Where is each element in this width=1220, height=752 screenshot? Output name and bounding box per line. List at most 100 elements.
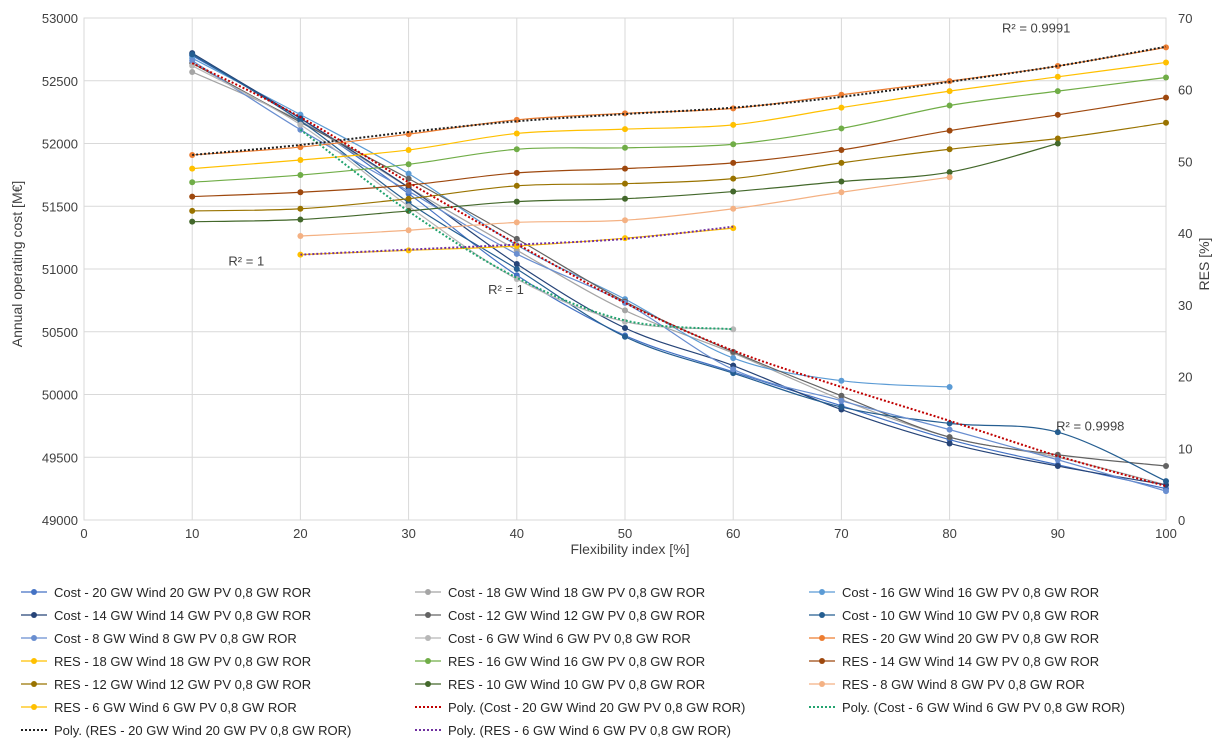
legend-item: Cost - 12 GW Wind 12 GW PV 0,8 GW ROR (414, 605, 705, 625)
data-point (946, 127, 953, 134)
data-point (1163, 119, 1169, 126)
data-point (622, 307, 628, 314)
series-line (192, 122, 1167, 212)
x-tick-label: 70 (834, 526, 848, 541)
data-point (946, 169, 953, 176)
series-4 (189, 60, 1169, 470)
data-point (1163, 59, 1169, 66)
legend-item: RES - 14 GW Wind 14 GW PV 0,8 GW ROR (808, 651, 1099, 671)
legend-key (21, 729, 47, 731)
series-line (191, 53, 1167, 482)
data-point (730, 188, 737, 195)
series-line (192, 97, 1167, 198)
data-point (513, 250, 520, 257)
series-1 (189, 68, 1169, 488)
legend-item: Poly. (Cost - 20 GW Wind 20 GW PV 0,8 GW… (414, 697, 745, 717)
legend-label: RES - 8 GW Wind 8 GW PV 0,8 GW ROR (842, 676, 1085, 692)
data-point (838, 159, 845, 166)
y-tick-label: 50000 (42, 388, 78, 403)
legend-label: Cost - 10 GW Wind 10 GW PV 0,8 GW ROR (842, 607, 1100, 623)
data-point (1054, 429, 1061, 436)
y-tick-label: 49000 (42, 513, 78, 528)
legend-item: RES - 8 GW Wind 8 GW PV 0,8 GW ROR (808, 674, 1085, 694)
series-5 (189, 51, 1169, 485)
data-point (405, 188, 412, 195)
legend-label: Cost - 18 GW Wind 18 GW PV 0,8 GW ROR (448, 584, 706, 600)
data-point (405, 161, 412, 168)
data-point (946, 146, 953, 153)
legend-label: Cost - 8 GW Wind 8 GW PV 0,8 GW ROR (54, 630, 297, 646)
data-point (513, 235, 520, 242)
x-tick-label: 50 (618, 526, 632, 541)
legend-key (21, 635, 47, 641)
legend-item: Cost - 18 GW Wind 18 GW PV 0,8 GW ROR (414, 582, 705, 602)
x-tick-label: 30 (401, 526, 415, 541)
x-tick-label: 100 (1155, 526, 1177, 541)
data-point (838, 392, 845, 399)
legend-label: Poly. (RES - 6 GW Wind 6 GW PV 0,8 GW RO… (448, 722, 731, 738)
data-point (946, 174, 953, 181)
data-point (513, 260, 520, 267)
data-point (946, 88, 953, 95)
series-0 (189, 52, 1169, 492)
series-12 (189, 119, 1169, 214)
legend-key (809, 658, 835, 664)
series-line (191, 71, 1167, 486)
legend-label: RES - 16 GW Wind 16 GW PV 0,8 GW ROR (448, 653, 706, 669)
legend-key (809, 612, 835, 618)
data-point (405, 175, 412, 182)
data-point (513, 169, 520, 176)
data-point (838, 397, 845, 404)
legend-key (415, 612, 441, 618)
data-point (838, 125, 845, 132)
legend-item: RES - 10 GW Wind 10 GW PV 0,8 GW ROR (414, 674, 705, 694)
data-point (838, 377, 845, 384)
legend-key (415, 589, 441, 595)
y2-tick-label: 40 (1178, 226, 1192, 241)
data-point (1163, 94, 1169, 101)
legend-label: RES - 10 GW Wind 10 GW PV 0,8 GW ROR (448, 676, 706, 692)
data-point (189, 179, 196, 186)
x-tick-label: 10 (185, 526, 199, 541)
legend-item: RES - 18 GW Wind 18 GW PV 0,8 GW ROR (20, 651, 311, 671)
series-11 (189, 94, 1169, 200)
legend-key (21, 658, 47, 664)
r-squared-label: R² = 1 (228, 253, 264, 268)
data-point (513, 182, 520, 189)
x-tick-label: 90 (1051, 526, 1065, 541)
legend-key (809, 589, 835, 595)
data-point (297, 121, 304, 128)
y-tick-label: 50500 (42, 325, 78, 340)
data-point (1163, 488, 1169, 495)
data-point (1054, 140, 1061, 147)
y2-axis-label: RES [%] (1196, 238, 1212, 291)
data-point (730, 141, 737, 148)
x-tick-label: 0 (80, 526, 87, 541)
data-point (622, 126, 628, 133)
data-point (730, 225, 737, 232)
series-10 (189, 74, 1169, 186)
data-point (730, 366, 737, 373)
axes: 4900049500500005050051000515005200052500… (42, 11, 1193, 541)
legend-key (21, 612, 47, 618)
legend-label: RES - 14 GW Wind 14 GW PV 0,8 GW ROR (842, 653, 1100, 669)
x-tick-label: 20 (293, 526, 307, 541)
data-point (297, 233, 304, 240)
legend-item: Cost - 20 GW Wind 20 GW PV 0,8 GW ROR (20, 582, 311, 602)
data-point (622, 333, 628, 340)
plot-area-border (83, 17, 1167, 521)
data-point (730, 159, 737, 166)
legend-key (809, 635, 835, 641)
legend-label: Cost - 20 GW Wind 20 GW PV 0,8 GW ROR (54, 584, 312, 600)
legend-item: Cost - 6 GW Wind 6 GW PV 0,8 GW ROR (414, 628, 691, 648)
y-tick-label: 51000 (42, 262, 78, 277)
data-point (189, 165, 196, 172)
data-point (838, 104, 845, 111)
data-point (189, 193, 196, 200)
data-point (622, 324, 628, 331)
x-tick-label: 80 (942, 526, 956, 541)
legend-label: Poly. (Cost - 20 GW Wind 20 GW PV 0,8 GW… (448, 699, 746, 715)
data-point (297, 144, 304, 151)
data-point (1054, 135, 1061, 142)
series-line (192, 76, 1167, 183)
